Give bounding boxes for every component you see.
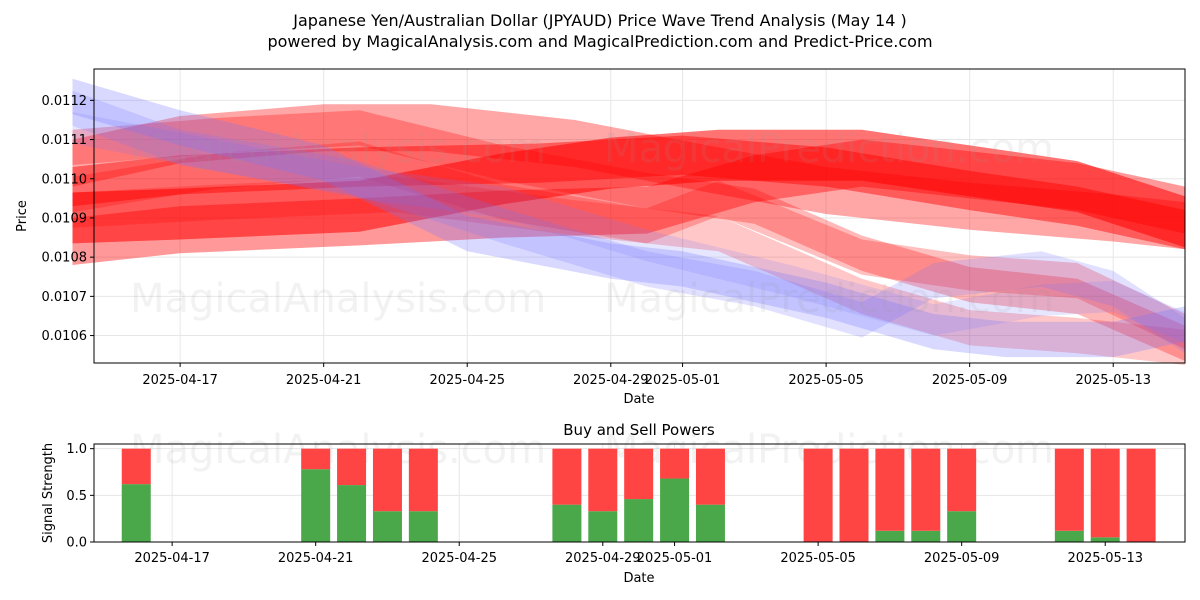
sell-power-bar <box>839 448 869 542</box>
price-x-tick-label: 2025-05-05 <box>788 373 864 388</box>
sell-power-bar <box>875 448 905 531</box>
up-wave-band-1 <box>72 135 1185 250</box>
chart-title: Japanese Yen/Australian Dollar (JPYAUD) … <box>292 11 906 30</box>
signal-x-tick-label: 2025-04-29 <box>565 551 641 566</box>
signal-x-axis-label: Date <box>623 571 654 586</box>
sell-power-bar <box>372 448 402 512</box>
up-wave-band-5 <box>72 141 1185 350</box>
sell-power-bar <box>301 448 331 470</box>
watermark-prediction-top: MagicalPrediction.com <box>604 126 1054 172</box>
price-x-tick-label: 2025-04-17 <box>142 373 218 388</box>
signal-x-tick-label: 2025-05-13 <box>1067 551 1143 566</box>
sell-power-bar <box>1054 448 1084 531</box>
signal-panel-title: Buy and Sell Powers <box>563 421 715 439</box>
down-wave-band-8 <box>72 90 1185 354</box>
buy-power-bar <box>552 504 582 542</box>
sell-power-bar <box>1090 448 1120 538</box>
price-x-axis-label: Date <box>623 392 654 407</box>
price-y-tick-label: 0.0106 <box>42 329 88 344</box>
sell-power-bar <box>588 448 618 512</box>
price-x-tick-label: 2025-04-25 <box>429 373 505 388</box>
signal-y-tick-label: 0.5 <box>66 489 87 504</box>
down-wave-band-7 <box>72 78 1185 358</box>
price-y-axis-label: Price <box>15 200 30 232</box>
up-wave-band-0 <box>72 129 1185 248</box>
buy-power-bar <box>121 484 151 542</box>
signal-x-tick-label: 2025-05-09 <box>924 551 1000 566</box>
up-wave-band-2 <box>72 139 1185 265</box>
price-y-tick-label: 0.0111 <box>42 133 88 148</box>
sell-power-bar <box>660 448 690 479</box>
buy-power-bar <box>372 511 402 542</box>
sell-power-bar <box>1126 448 1156 542</box>
price-y-tick-label: 0.0112 <box>42 94 88 109</box>
price-x-tick-label: 2025-04-21 <box>286 373 362 388</box>
price-y-tick-label: 0.0109 <box>42 211 88 226</box>
signal-x-ticks: 2025-04-17 2025-04-21 2025-04-25 2025-04-29… <box>134 542 1143 566</box>
buy-power-bar <box>1054 530 1084 542</box>
signal-y-tick-label: 1.0 <box>66 442 87 457</box>
sell-power-bar <box>552 448 582 505</box>
buy-power-bar <box>408 511 438 542</box>
buy-power-bar <box>337 485 367 542</box>
sell-power-bar <box>947 448 977 512</box>
price-wave-bands <box>72 78 1185 365</box>
buy-power-bar <box>624 499 654 542</box>
buy-power-bar <box>947 511 977 542</box>
up-wave-band-3 <box>72 104 1185 250</box>
signal-bars <box>121 448 1156 542</box>
price-y-tick-label: 0.0107 <box>42 290 88 305</box>
up-wave-band-6 <box>72 176 1185 365</box>
price-x-tick-label: 2025-04-29 <box>573 373 649 388</box>
buy-power-bar <box>301 469 331 542</box>
buy-power-bar <box>911 530 941 542</box>
price-y-ticks: 0.0106 0.0107 0.0108 0.0109 0.0110 0.0111 0.01… <box>42 94 94 344</box>
signal-x-tick-label: 2025-05-05 <box>780 551 856 566</box>
signal-y-tick-label: 0.0 <box>66 536 87 551</box>
price-y-tick-label: 0.0110 <box>42 172 88 187</box>
buy-power-bar <box>1090 537 1120 542</box>
sell-power-bar <box>803 448 833 542</box>
price-panel: MagicalAnalysis.com MagicalPrediction.co… <box>15 68 1186 407</box>
watermark-analysis-mid: MagicalAnalysis.com <box>130 276 546 322</box>
buy-power-bar <box>588 511 618 542</box>
price-y-tick-label: 0.0108 <box>42 251 88 266</box>
price-x-ticks: 2025-04-17 2025-04-21 2025-04-25 2025-04-29… <box>142 363 1151 388</box>
sell-power-bar <box>121 448 151 485</box>
sell-power-bar <box>695 448 725 505</box>
price-plot-frame <box>93 68 1186 364</box>
buy-power-bar <box>660 478 690 542</box>
price-x-tick-label: 2025-05-09 <box>932 373 1008 388</box>
signal-x-tick-label: 2025-04-25 <box>421 551 497 566</box>
watermark-analysis-top: MagicalAnalysis.com <box>130 126 546 172</box>
signal-x-tick-label: 2025-05-01 <box>637 551 713 566</box>
signal-x-tick-label: 2025-04-21 <box>278 551 354 566</box>
watermark-prediction-mid: MagicalPrediction.com <box>604 276 1054 322</box>
up-wave-band-4 <box>72 110 1185 361</box>
sell-power-bar <box>911 448 941 531</box>
signal-plot-frame <box>93 443 1186 543</box>
signal-x-tick-label: 2025-04-17 <box>134 551 210 566</box>
signal-panel: Buy and Sell Powers MagicalAnalysis.com … <box>41 421 1186 586</box>
down-wave-band-9 <box>72 112 1185 344</box>
chart-subtitle: powered by MagicalAnalysis.com and Magic… <box>267 32 932 51</box>
sell-power-bar <box>337 448 367 486</box>
price-x-tick-label: 2025-05-01 <box>645 373 721 388</box>
sell-power-bar <box>624 448 654 500</box>
signal-y-ticks: 0.0 0.5 1.0 <box>66 442 94 551</box>
signal-y-axis-label: Signal Strength <box>41 443 56 543</box>
buy-power-bar <box>695 504 725 542</box>
buy-power-bar <box>875 530 905 542</box>
sell-power-bar <box>408 448 438 512</box>
price-x-tick-label: 2025-05-13 <box>1075 373 1151 388</box>
